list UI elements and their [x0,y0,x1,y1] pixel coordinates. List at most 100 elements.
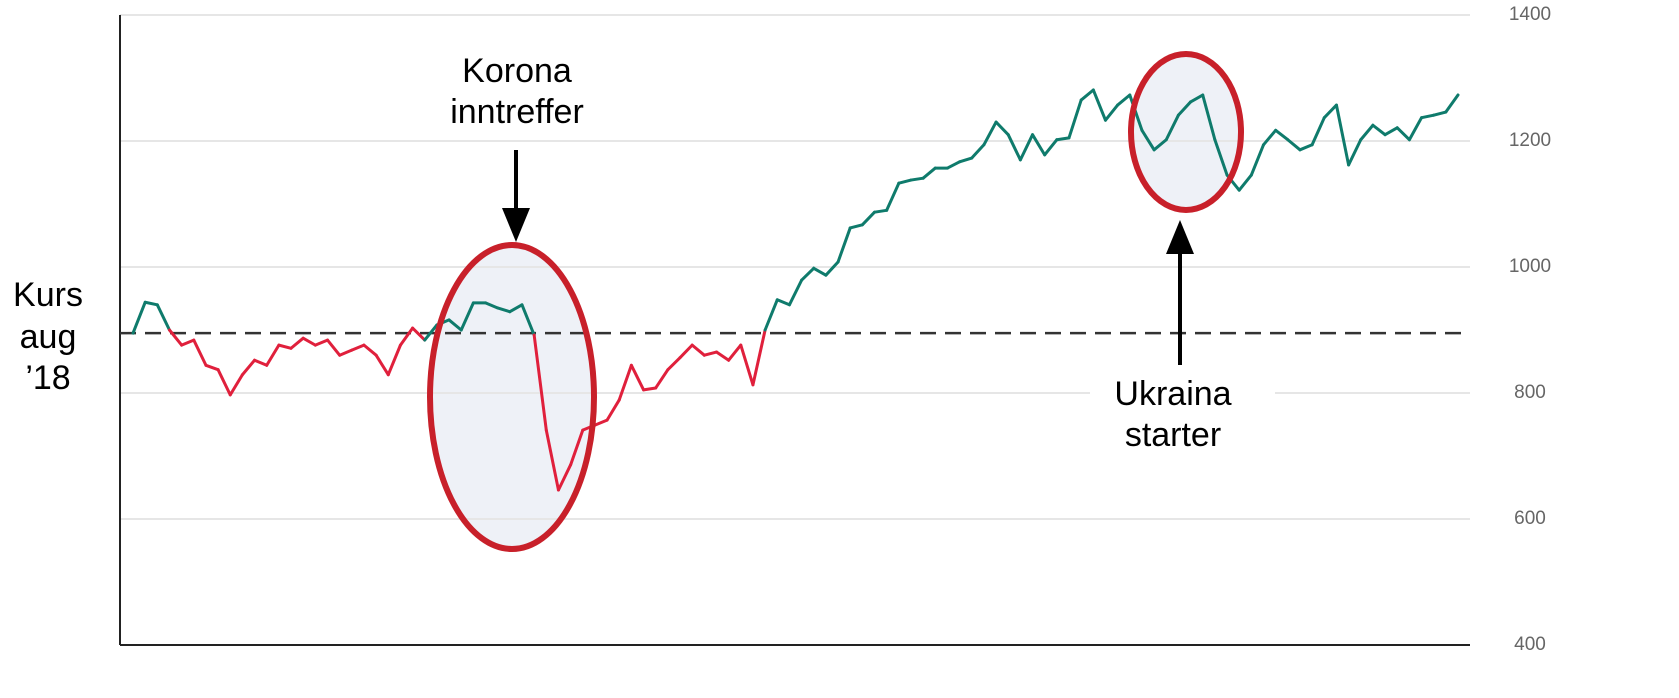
y-tick-label: 400 [1514,634,1546,655]
line-segment [958,156,974,164]
line-segment [143,300,159,307]
y-tick-label: 1200 [1509,130,1551,151]
line-segment [836,226,852,264]
y-tick-label: 600 [1514,508,1546,529]
highlight-fill [430,245,594,549]
line-segment [1262,128,1278,147]
line-segment [714,350,731,362]
line-segment [253,358,269,367]
line-segment [1189,93,1205,104]
line-segment [909,176,925,182]
line-segment [642,386,658,392]
line-segment [544,428,560,492]
line-segment [885,181,901,212]
line-segment [800,266,816,282]
line-segment [982,120,998,147]
line-segment [1031,133,1047,157]
line-segment [1407,116,1424,142]
line-segment [751,328,767,387]
line-segment [313,338,329,347]
line-segment [1322,103,1338,120]
line-segment [1347,138,1363,167]
series-line [131,88,1460,492]
line-segment [131,300,147,335]
line-segment [228,373,244,397]
line-segment [702,350,718,357]
line-segment [411,326,427,342]
arrows [502,150,1194,365]
line-segment [1213,138,1229,177]
highlights [430,54,1241,549]
line-segment [1067,98,1083,140]
line-segment [180,338,196,347]
annotation: starter [1125,416,1221,454]
line-segment [1383,126,1399,137]
line-segment [1006,133,1022,162]
line-segment [824,260,840,277]
line-segment [1298,143,1314,152]
line-segment [690,343,706,357]
line-segment [994,120,1010,137]
line-segment [593,418,609,427]
line-segment [1371,123,1387,137]
line-segment [873,208,889,214]
line-segment [739,343,755,387]
line-segment [1334,103,1351,167]
arrow-head [1166,220,1194,254]
line-segment [1395,126,1411,142]
line-segment [532,333,548,432]
line-segment [860,210,877,227]
line-segment [1043,138,1059,157]
line-segment [556,463,573,492]
y-tick-label: 800 [1514,382,1546,403]
line-segment [1249,143,1266,177]
line-segment [1140,128,1156,152]
line-segment [1176,100,1193,117]
line-segment [520,303,536,337]
line-segment [1286,138,1302,152]
line-segment [1103,103,1120,122]
line-segment [812,266,828,277]
line-segment [1420,113,1436,120]
highlight-ring [427,242,597,552]
line-segment [423,323,439,342]
annotation: Ukraina [1114,375,1231,413]
reference-label: Kurs [13,276,83,314]
line-segment [970,143,986,160]
line-segment [569,428,585,467]
line-segment [216,368,232,397]
line-segment [897,178,913,185]
line-segment [678,343,694,360]
line-segment [1237,173,1253,192]
line-segment [496,306,512,314]
annotation: Korona [462,52,572,90]
line-segment [398,326,415,347]
line-segment [1432,110,1448,117]
line-segment [484,301,500,310]
highlight-fill [1131,54,1241,210]
reference-label: ’18 [25,359,70,397]
line-segment [666,356,682,372]
line-segment [1055,136,1071,142]
line-segment [763,298,779,332]
line-segment [629,363,646,392]
line-segment [1116,93,1132,107]
line-segment [265,343,281,367]
line-segment [921,166,937,180]
line-segment [374,353,390,377]
line-segment [192,338,208,367]
line-segment [1164,113,1180,142]
line-segment [386,343,402,377]
line-segment [1128,93,1144,132]
line-segment [1079,88,1095,102]
line-segment [508,303,524,314]
line-segment [1091,88,1107,122]
line-segment [1274,128,1290,142]
highlight-outlines [427,51,1244,552]
line-segment [350,343,366,352]
arrow-head [502,208,530,242]
grid [120,14,1470,646]
reference-label: aug [20,318,77,356]
line-segment [1201,93,1217,142]
